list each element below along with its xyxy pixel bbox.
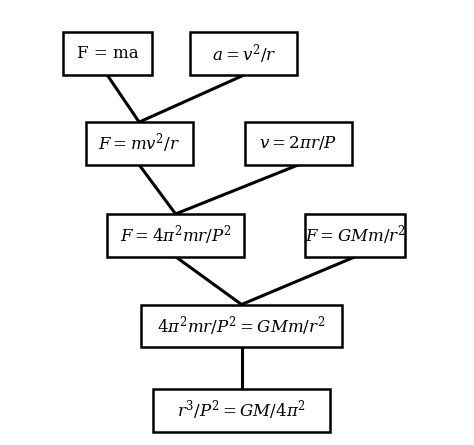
Text: $4\pi^2mr/P^2 = GMm/r^2$: $4\pi^2mr/P^2 = GMm/r^2$ — [157, 314, 326, 338]
Text: $F = GMm/r^2$: $F = GMm/r^2$ — [305, 223, 406, 247]
Text: $v = 2\pi r/P$: $v = 2\pi r/P$ — [259, 134, 337, 153]
FancyBboxPatch shape — [245, 122, 352, 165]
Text: $F = 4\pi^2mr/P^2$: $F = 4\pi^2mr/P^2$ — [119, 223, 231, 247]
FancyBboxPatch shape — [107, 214, 244, 257]
FancyBboxPatch shape — [305, 214, 405, 257]
FancyBboxPatch shape — [191, 32, 297, 75]
FancyBboxPatch shape — [86, 122, 192, 165]
FancyBboxPatch shape — [141, 304, 342, 347]
Text: $F = mv^2/r$: $F = mv^2/r$ — [98, 132, 180, 155]
FancyBboxPatch shape — [153, 389, 330, 432]
Text: F = ma: F = ma — [76, 45, 138, 62]
Text: $r^3/P^2 = GM/4\pi^2$: $r^3/P^2 = GM/4\pi^2$ — [177, 399, 306, 422]
FancyBboxPatch shape — [63, 32, 152, 75]
Text: $a = v^2/r$: $a = v^2/r$ — [211, 42, 276, 66]
